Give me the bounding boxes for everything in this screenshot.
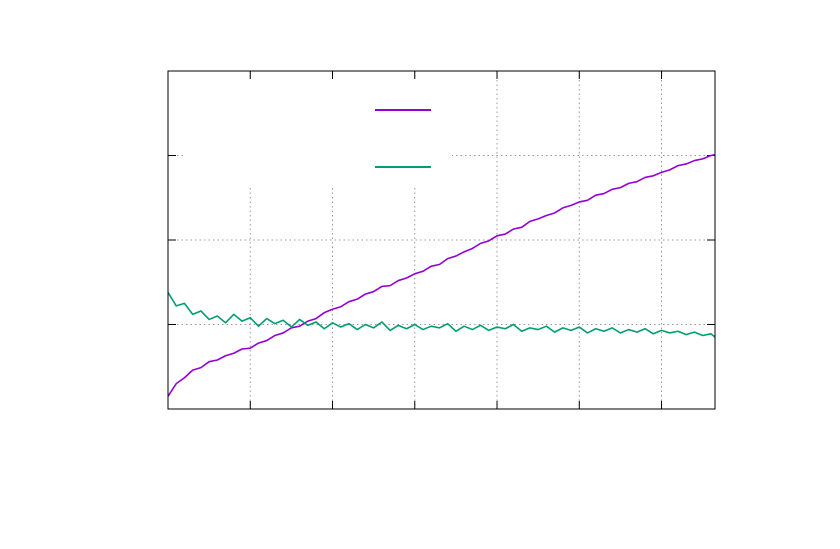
series-line — [167, 291, 716, 338]
series-line — [167, 153, 716, 397]
legend-box — [186, 80, 452, 186]
plot-border — [167, 70, 716, 410]
